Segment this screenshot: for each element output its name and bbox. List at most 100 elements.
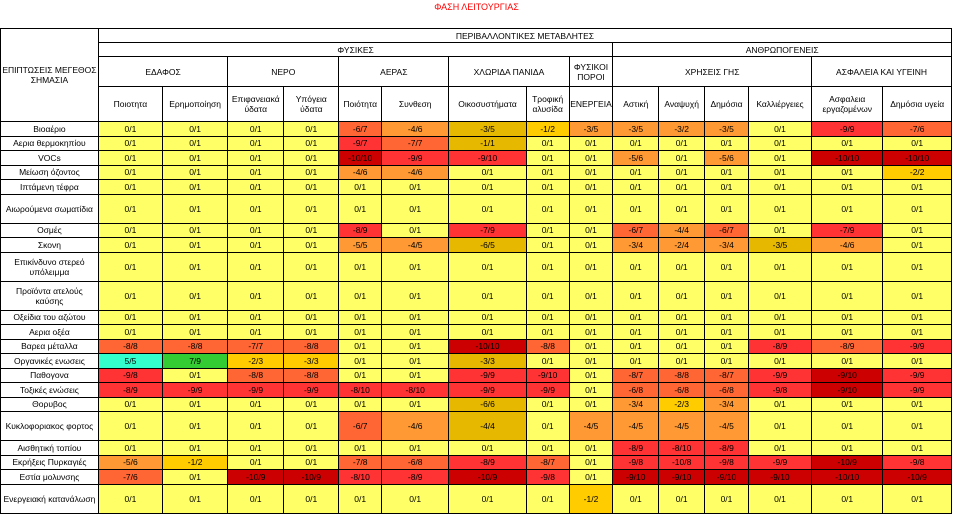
impact-cell: 0/1 <box>568 382 614 398</box>
impact-cell: -10/9 <box>882 469 952 485</box>
impact-cell: 0/1 <box>381 251 450 282</box>
impact-cell: -8/10 <box>381 382 450 398</box>
impact-cell: -2/3 <box>227 353 285 369</box>
impact-cell: 0/1 <box>811 251 884 282</box>
impact-cell: -9/9 <box>882 338 952 354</box>
row-label: Εστία μολυνσης <box>0 469 99 485</box>
impact-cell: 0/1 <box>525 440 570 456</box>
impact-cell: -4/4 <box>448 411 527 441</box>
impact-cell: 0/1 <box>338 280 383 311</box>
impact-cell: 0/1 <box>338 440 383 456</box>
table-row: Αερια οξέα 0/1 0/1 0/1 0/1 0/1 0/1 0/1 0/1 0/1 0/1… <box>0 324 952 340</box>
impact-cell: 0/1 <box>283 396 340 412</box>
impact-cell: 0/1 <box>704 483 749 514</box>
impact-cell: 0/1 <box>612 280 660 311</box>
impact-cell: -9/10 <box>612 469 660 485</box>
impact-cell: -3/5 <box>612 121 660 137</box>
impact-cell: 0/1 <box>338 251 383 282</box>
impact-cell: -3/5 <box>704 121 749 137</box>
impact-cell: 0/1 <box>97 309 164 325</box>
impact-cell: 0/1 <box>381 193 450 224</box>
impact-cell: 0/1 <box>227 237 285 253</box>
impact-cell: 0/1 <box>338 483 383 514</box>
physical-header: ΦΥΣΙΚΕΣ <box>97 42 614 57</box>
impact-cell: 0/1 <box>612 483 660 514</box>
impact-cell: -4/5 <box>612 411 660 441</box>
impact-cell: 0/1 <box>747 324 813 340</box>
impact-cell: 0/1 <box>162 396 229 412</box>
row-label: Προϊόντα ατελούς καύσης <box>0 280 99 311</box>
impact-cell: 0/1 <box>227 135 285 151</box>
impact-cell: 0/1 <box>525 193 570 224</box>
table-row: Αισθητική τοπίου 0/1 0/1 0/1 0/1 0/1 0/1 0/1 0/1… <box>0 440 952 456</box>
impact-cell: -3/4 <box>612 396 660 412</box>
impact-cell: 0/1 <box>162 324 229 340</box>
impact-cell: 0/1 <box>283 222 340 238</box>
table-row: Τοξικές ενώσεις -8/9 -9/9 -9/9 -9/9 -8/10 -8/1… <box>0 382 952 398</box>
impact-cell: -2/4 <box>658 237 706 253</box>
impact-cell: 0/1 <box>162 237 229 253</box>
impact-cell: 0/1 <box>612 179 660 195</box>
column-header: Συνθεση <box>381 86 450 122</box>
row-label: VOCs <box>0 150 99 166</box>
impact-cell: 0/1 <box>162 469 229 485</box>
impact-cell: 0/1 <box>525 411 570 441</box>
impact-cell: 0/1 <box>283 237 340 253</box>
table-row: Αερια θερμοκηπίου 0/1 0/1 0/1 0/1 -9/7 -7/7 -1/… <box>0 135 952 151</box>
table-row: Θορυβος 0/1 0/1 0/1 0/1 0/1 0/1 -6/6 0/1 0/1 -3/4-… <box>0 396 952 412</box>
land-use-header: ΧΡΗΣΕΙΣ ΓΗΣ <box>612 56 813 87</box>
impact-cell: 0/1 <box>568 135 614 151</box>
impact-cell: 0/1 <box>162 179 229 195</box>
impact-cell: -7/7 <box>381 135 450 151</box>
impact-cell: 0/1 <box>227 164 285 180</box>
impact-cell: -1/1 <box>448 135 527 151</box>
impact-cell: 0/1 <box>283 280 340 311</box>
impact-cell: 0/1 <box>747 280 813 311</box>
impact-cell: -6/5 <box>448 237 527 253</box>
impact-cell: 0/1 <box>97 251 164 282</box>
impact-cell: 7/9 <box>162 353 229 369</box>
impact-cell: -9/9 <box>525 382 570 398</box>
impact-cell: 0/1 <box>162 440 229 456</box>
impact-cell: -8/9 <box>747 338 813 354</box>
impact-cell: -8/10 <box>658 440 706 456</box>
impact-cell: 0/1 <box>97 135 164 151</box>
impact-cell: -4/6 <box>381 121 450 137</box>
impact-cell: 0/1 <box>704 338 749 354</box>
table-row: Εστία μολυνσης -7/6 0/1 -10/9 -10/9 -8/10 -8/9… <box>0 469 952 485</box>
impact-cell: -9/7 <box>338 135 383 151</box>
column-header: Επιφανειακά ύδατα <box>227 86 285 122</box>
impact-cell: 0/1 <box>448 164 527 180</box>
impact-cell: -4/6 <box>811 237 884 253</box>
impact-cell: 0/1 <box>882 396 952 412</box>
impact-cell: 0/1 <box>338 193 383 224</box>
resources-header: ΦΥΣΙΚΟΙ ΠΟΡΟΙ <box>568 56 614 87</box>
impact-cell: -8/8 <box>658 367 706 383</box>
impact-cell: 0/1 <box>811 396 884 412</box>
row-label: Κυκλοφοριακος φορτος <box>0 411 99 441</box>
impact-cell: 0/1 <box>381 222 450 238</box>
impact-cell: -4/5 <box>704 411 749 441</box>
impact-cell: -5/6 <box>612 150 660 166</box>
impact-cell: 0/1 <box>283 164 340 180</box>
flora-header: ΧΛΩΡΙΔΑ ΠΑΝΙΔΑ <box>448 56 570 87</box>
impact-cell: -9/10 <box>811 367 884 383</box>
impact-cell: 0/1 <box>704 309 749 325</box>
column-header: Τροφική αλυσίδα <box>525 86 570 122</box>
impact-cell: 0/1 <box>227 454 285 470</box>
impact-cell: 0/1 <box>525 396 570 412</box>
impact-cell: -6/7 <box>704 222 749 238</box>
table-row: Σκονη 0/1 0/1 0/1 0/1 -5/5 -4/5 -6/5 0/1 0/1 -3/4-… <box>0 237 952 253</box>
impact-cell: 0/1 <box>747 150 813 166</box>
impact-cell: 0/1 <box>612 324 660 340</box>
impact-cell: -5/5 <box>338 237 383 253</box>
impact-cell: 0/1 <box>162 309 229 325</box>
impact-cell: 0/1 <box>568 469 614 485</box>
impact-cell: 0/1 <box>612 135 660 151</box>
impact-cell: 0/1 <box>525 324 570 340</box>
impact-cell: -9/9 <box>448 367 527 383</box>
impact-cell: 0/1 <box>162 251 229 282</box>
impact-cell: 0/1 <box>747 135 813 151</box>
impact-matrix: ΕΠΙΠΤΩΣΕΙΣ ΜΕΓΕΘΟΣ ΣΗΜΑΣΙΑ ΠΕΡΙΒΑΛΛΟΝΤΙΚ… <box>0 28 953 514</box>
impact-cell: 0/1 <box>568 309 614 325</box>
